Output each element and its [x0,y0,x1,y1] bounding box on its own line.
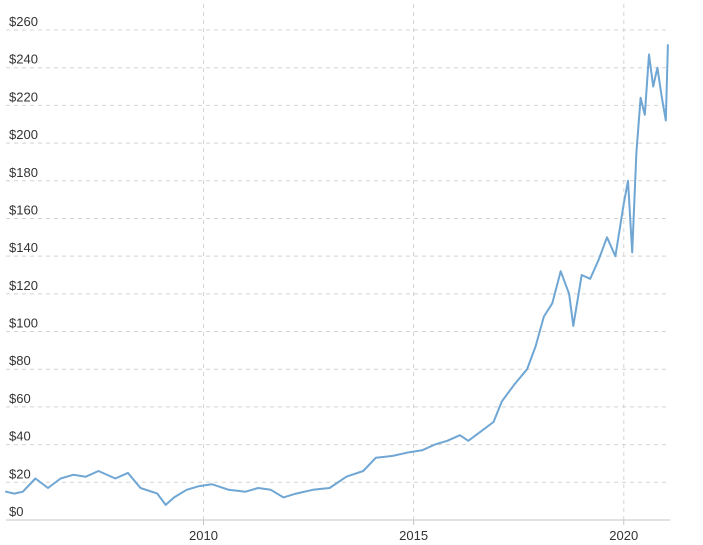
x-tick-label: 2010 [189,528,218,543]
y-tick-label: $40 [9,429,31,444]
y-axis: $0 $20 $40 $60 $80 $100 $120 $140 $160 $180 $200 $2… [9,14,38,519]
x-axis: 2010 2015 2020 [6,519,670,543]
x-tick-label: 2015 [399,528,428,543]
y-tick-label: $80 [9,353,31,368]
y-tick-label: $160 [9,202,38,217]
y-tick-label: $140 [9,240,38,255]
y-tick-label: $0 [9,504,23,519]
y-tick-label: $120 [9,278,38,293]
grid-lines [6,4,670,520]
y-tick-label: $60 [9,391,31,406]
x-tick-label: 2020 [609,528,638,543]
y-tick-label: $240 [9,52,38,67]
y-tick-label: $20 [9,466,31,481]
y-tick-label: $220 [9,89,38,104]
price-series [5,44,669,506]
y-tick-label: $200 [9,127,38,142]
y-tick-label: $260 [9,14,38,29]
price-line [5,44,669,506]
y-tick-label: $180 [9,165,38,180]
y-tick-label: $100 [9,316,38,331]
